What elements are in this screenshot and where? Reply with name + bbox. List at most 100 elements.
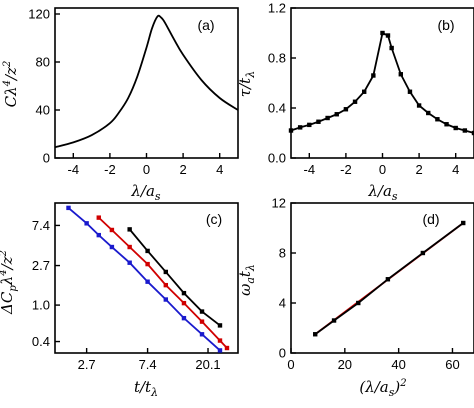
- panel-a-ytick-label: 0: [43, 151, 50, 166]
- panel-b-xtick-label: 0: [379, 162, 386, 177]
- panel-a-ylabel: Cλ4/z2: [2, 61, 20, 108]
- panel-d-series-1-point: [461, 220, 466, 226]
- panel-b-ytick-label: 0.4: [268, 101, 286, 116]
- panel-b-series-0-point: [316, 119, 321, 124]
- panel-b-xtick-label: 2: [415, 162, 422, 177]
- panel-c-xlabel: t/tλ: [134, 378, 158, 399]
- panel-c-series-1-point: [109, 227, 115, 233]
- panel-b-series-0-point: [371, 73, 376, 78]
- panel-b: -4 -2 0 2 4 0.0 0.4 0.8 1.2 (b) λ/as τ/tλ: [236, 1, 474, 203]
- panel-d-series-1-point: [313, 332, 318, 337]
- panel-c-series-2-line: [67, 207, 221, 352]
- panel-d-ylabel: ωatλ: [236, 264, 257, 296]
- panel-b-series-0-point: [462, 128, 468, 133]
- panel-c-series-2-point: [199, 332, 205, 337]
- panel-d: 0 20 40 60 0 4 8 12 (d) (λ/as)2 ωatλ: [236, 196, 474, 399]
- panel-a-xtick-label: 0: [143, 162, 150, 177]
- panel-c-series-1-point: [199, 319, 205, 324]
- panel-b-series-0-point: [471, 130, 474, 136]
- panel-b-series-0-point: [352, 99, 358, 104]
- panel-a-ytick-label: 80: [36, 55, 50, 70]
- panel-d-ytick-label: 4: [279, 296, 286, 311]
- panel-d-data: [313, 220, 466, 337]
- panel-c-series-1-point: [224, 345, 230, 351]
- panel-c-series-2-point: [217, 348, 223, 353]
- panel-c-series-0-point: [145, 248, 150, 254]
- panel-c-xtick-label: 7.4: [139, 357, 157, 372]
- panel-c-series-2-point: [96, 232, 101, 238]
- panel-b-data: [288, 30, 474, 136]
- panel-c-series-1-point: [181, 300, 187, 306]
- panel-d-ytick-label: 0: [279, 346, 286, 361]
- panel-c-xtick-label: 20.1: [195, 357, 220, 372]
- panel-c-series-2-point: [181, 315, 187, 321]
- panel-a-ytick-label: 120: [28, 7, 50, 22]
- panel-b-series-0-point: [416, 103, 422, 108]
- panel-b-ytick-label: 0.0: [268, 151, 286, 166]
- panel-b-series-0-point: [307, 122, 312, 128]
- panel-c-ticks: 2.7 7.4 20.1 0.4 1.0 2.7 7.4: [32, 218, 221, 372]
- panel-b-xtick-label: 4: [452, 162, 459, 177]
- panel-d-label: (d): [422, 211, 439, 227]
- panel-b-series-0-line: [290, 31, 474, 134]
- panel-c-series-1-point: [127, 244, 132, 250]
- panel-c-series-0-point: [127, 227, 132, 232]
- panel-b-series-0-point: [362, 89, 367, 94]
- panel-d-xtick-label: 20: [338, 357, 352, 372]
- panel-b-series-0-point: [398, 72, 403, 77]
- panel-d-xlabel: (λ/as)2: [359, 378, 406, 399]
- panel-c-ytick-label: 1.0: [32, 298, 50, 313]
- panel-b-label: (b): [437, 17, 454, 33]
- panel-c-series-2-point: [145, 279, 150, 284]
- panel-d-xtick-label: 40: [391, 357, 405, 372]
- panel-d-series-1-point: [356, 300, 361, 306]
- panel-d-ticks: 0 20 40 60 0 4 8 12: [272, 196, 460, 373]
- panel-b-xtick-label: -4: [304, 162, 316, 177]
- panel-a-xtick-label: -4: [68, 162, 80, 177]
- panel-c-series-1-point: [217, 338, 223, 343]
- panel-b-series-0-point: [380, 30, 385, 36]
- panel-c-series-1-point: [96, 215, 101, 220]
- panel-d-axes: [290, 202, 474, 354]
- panel-a-ytick-label: 40: [36, 103, 50, 118]
- panel-b-series-0-point: [334, 112, 339, 117]
- panel-d-series-1-line: [314, 222, 464, 335]
- panel-c-ylabel: ΔCpλ4/z2: [0, 250, 19, 315]
- panel-b-series-0-point: [325, 115, 330, 121]
- panel-c-series-1-point: [145, 261, 150, 267]
- panel-c-series-2-point: [163, 297, 169, 302]
- panel-b-xlabel: λ/as: [367, 182, 398, 203]
- panel-c-series-2-point: [66, 205, 71, 211]
- panel-d-xtick-label: 0: [287, 357, 294, 372]
- panel-a-xtick-label: -2: [104, 162, 116, 177]
- panel-d-ytick-label: 12: [272, 196, 286, 211]
- panel-c-series-2-point: [127, 260, 132, 265]
- panel-b-series-0-point: [288, 128, 294, 133]
- panel-b-series-0-point: [343, 107, 349, 112]
- panel-b-series-0-point: [444, 122, 449, 127]
- panel-b-ytick-label: 0.8: [268, 51, 286, 66]
- panel-b-series-0-point: [407, 89, 413, 94]
- panel-c-series-0-point: [217, 323, 223, 328]
- panel-b-series-0-point: [426, 110, 431, 116]
- panel-c-label: (c): [206, 211, 222, 227]
- panel-d-series-1-point: [385, 277, 391, 282]
- panel-c-data: [66, 205, 230, 353]
- panel-b-series-0-point: [297, 125, 303, 130]
- panel-c-series-0-point: [181, 290, 187, 296]
- panel-c-ytick-label: 2.7: [32, 258, 50, 273]
- panel-b-series-0-point: [453, 125, 458, 131]
- panel-c-ytick-label: 0.4: [32, 334, 50, 349]
- panel-c-series-2-point: [109, 244, 115, 250]
- panel-c-xtick-label: 2.7: [78, 357, 96, 372]
- panel-b-series-0-point: [435, 117, 440, 122]
- panel-d-series-1-point: [331, 318, 337, 323]
- panel-b-ylabel: τ/tλ: [236, 71, 257, 97]
- panel-a-xtick-label: 4: [216, 162, 223, 177]
- panel-b-series-0-point: [389, 45, 394, 51]
- panel-c-series-2-point: [84, 221, 89, 226]
- panel-b-ticks: -4 -2 0 2 4 0.0 0.4 0.8 1.2: [268, 1, 459, 178]
- panel-c-series-1-point: [163, 282, 169, 288]
